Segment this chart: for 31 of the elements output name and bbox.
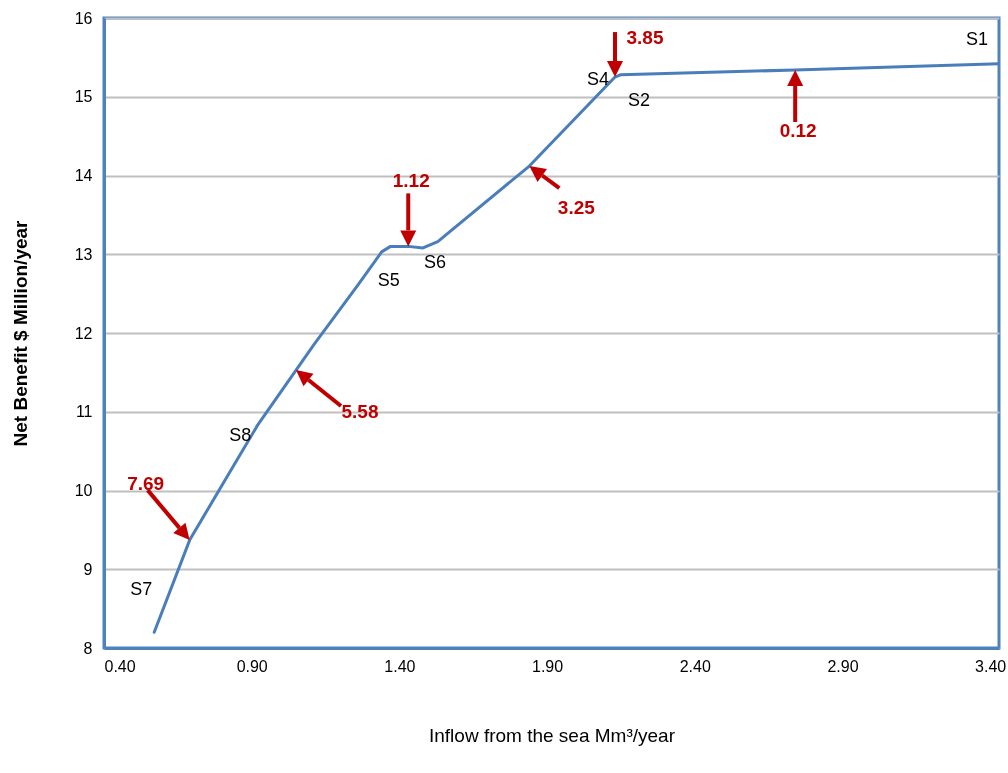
annotation: S2 bbox=[627, 89, 650, 110]
annotation: S6 bbox=[423, 251, 447, 272]
x-tick-label: 1.40 bbox=[384, 657, 416, 675]
x-tick-label: 2.40 bbox=[679, 657, 711, 675]
annotation: S7 bbox=[130, 579, 153, 600]
y-tick-label: 12 bbox=[74, 324, 93, 342]
annotation: S1 bbox=[965, 28, 989, 49]
annotation: 5.58 bbox=[341, 401, 379, 423]
y-axis-title: Net Benefit $ Million/year bbox=[9, 219, 31, 447]
y-tick-label: 11 bbox=[75, 403, 93, 421]
x-tick-label: 3.40 bbox=[975, 657, 1007, 675]
y-tick-label: 15 bbox=[74, 88, 93, 106]
annotation: 3.25 bbox=[557, 197, 596, 219]
annotation: 0.12 bbox=[779, 119, 817, 141]
x-tick-label: 1.90 bbox=[532, 657, 564, 675]
annotation: 3.85 bbox=[626, 27, 664, 49]
y-tick-label: 8 bbox=[83, 639, 93, 657]
x-tick-label: 0.40 bbox=[104, 657, 136, 675]
x-tick-label: 0.90 bbox=[236, 657, 268, 675]
y-tick-label: 16 bbox=[74, 9, 93, 27]
y-tick-label: 14 bbox=[74, 167, 93, 184]
annotation: S8 bbox=[229, 424, 252, 445]
annotation: S5 bbox=[377, 269, 400, 290]
y-tick-label: 9 bbox=[83, 560, 93, 578]
annotation: 7.69 bbox=[127, 473, 165, 495]
annotation: 1.12 bbox=[392, 170, 430, 192]
x-tick-label: 2.90 bbox=[827, 657, 859, 675]
x-axis-title: Inflow from the sea Mm³/year bbox=[428, 724, 676, 746]
y-tick-label: 10 bbox=[74, 482, 93, 499]
annotation: S4 bbox=[586, 69, 610, 90]
y-tick-label: 13 bbox=[74, 245, 93, 263]
